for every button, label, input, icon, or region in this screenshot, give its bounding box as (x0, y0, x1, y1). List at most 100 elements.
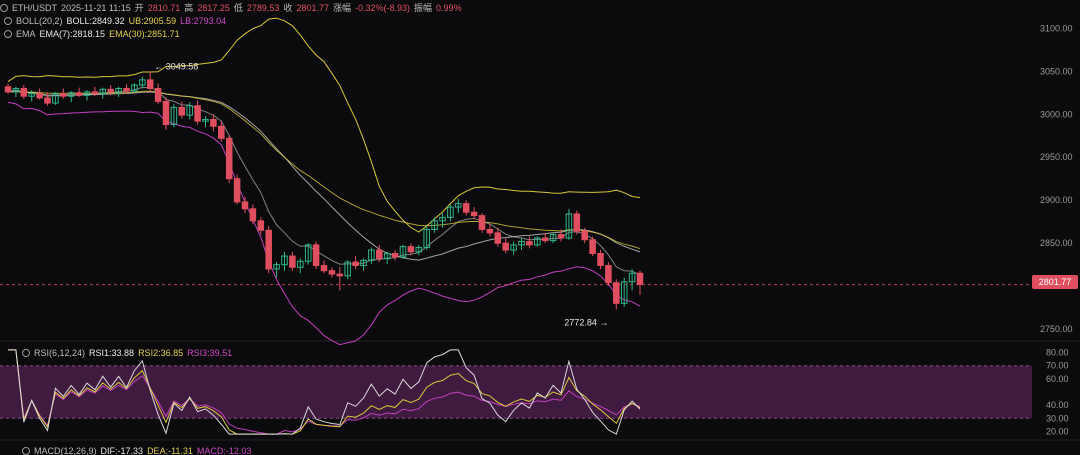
candle-body (573, 213, 581, 232)
y-tick-label: 2750.00 (1040, 324, 1073, 334)
bell-icon[interactable] (4, 17, 12, 25)
candle-body (218, 125, 225, 139)
candle-body (44, 97, 51, 104)
candle-body (320, 265, 328, 272)
candle-body (557, 234, 565, 239)
change-label: 涨幅 (332, 3, 351, 13)
candle-body (289, 255, 296, 268)
candle-body (91, 91, 99, 95)
ema30-line (7, 90, 641, 250)
dea-value: DEA:-11.31 (147, 446, 193, 455)
candle-body (541, 237, 549, 242)
candle-body (415, 246, 423, 253)
rsi-axis-label: 60.00 (1046, 374, 1069, 384)
rsi2-value: RSI2:36.85 (138, 348, 184, 358)
amp-value: 0.99% (436, 3, 462, 13)
macd-value: MACD:-12.03 (196, 446, 252, 455)
y-tick-label: 3050.00 (1040, 66, 1073, 76)
close-label: 收 (283, 3, 293, 13)
candle-body (75, 92, 83, 96)
bell-icon[interactable] (22, 349, 30, 357)
candle-body (4, 86, 12, 93)
candle-body (123, 87, 130, 92)
y-tick-label: 3000.00 (1040, 109, 1073, 119)
rsi-band (0, 365, 1032, 419)
candle-body (613, 282, 620, 304)
candle-body (139, 79, 146, 86)
candle-body (628, 272, 636, 283)
candle-body (597, 252, 604, 267)
candle-body (107, 88, 114, 93)
bell-icon[interactable] (4, 30, 12, 38)
change-value: -0.32%(-8.93) (355, 3, 411, 13)
candle-body (549, 234, 557, 242)
candle-body (399, 246, 407, 258)
close-value: 2801.77 (296, 3, 329, 13)
candle-body (131, 84, 138, 92)
candle-body (281, 255, 288, 266)
rsi-legend[interactable]: RSI(6,12,24) RSI1:33.88 RSI2:36.85 RSI3:… (22, 347, 232, 359)
candle-body (368, 249, 375, 261)
pair-label: ETH/USDT (12, 3, 57, 13)
candle-body (439, 216, 446, 222)
candle-body (36, 93, 43, 99)
candle-body (620, 281, 628, 304)
rsi-axis-label: 20.00 (1046, 426, 1069, 436)
candle-body (83, 91, 91, 96)
boll-mid-line (7, 89, 641, 261)
candle-body (526, 240, 533, 246)
candle-body (178, 106, 186, 116)
candle-body (565, 213, 573, 239)
candle-body (60, 93, 67, 97)
candle-body (431, 220, 438, 230)
max-price-annotation: ← 3049.58 (154, 61, 198, 71)
candle-body (194, 105, 201, 122)
candle-body (470, 211, 478, 217)
ema-legend[interactable]: EMA EMA(7):2818.15 EMA(30):2851.71 (4, 28, 180, 40)
boll-name: BOLL(20,2) (16, 16, 63, 26)
candle-body (518, 240, 525, 246)
bell-icon[interactable] (22, 447, 30, 455)
y-tick-label: 3100.00 (1040, 23, 1073, 33)
boll-value: BOLL:2849.32 (66, 16, 125, 26)
candle-body (407, 246, 415, 253)
candle-body (352, 261, 359, 267)
macd-name: MACD(12,26,9) (34, 446, 97, 455)
candle-body (589, 239, 596, 254)
candle-body (146, 79, 154, 89)
candle-body (210, 118, 217, 127)
low-value: 2789.53 (246, 3, 280, 13)
candle-body (162, 100, 170, 126)
candle-body (502, 242, 509, 251)
rsi3-value: RSI3:39.51 (187, 348, 233, 358)
circle-icon (0, 4, 8, 12)
dif-value: DIF:-17.33 (100, 446, 144, 455)
candle-body (225, 137, 233, 180)
open-label: 开 (134, 3, 144, 13)
boll-legend[interactable]: BOLL(20,2) BOLL:2849.32 UB:2905.59 LB:27… (4, 15, 226, 27)
candle-body (241, 201, 249, 210)
datetime-label: 2025-11-21 11:15 (61, 3, 131, 13)
ema-name: EMA (16, 29, 36, 39)
low-label: 低 (233, 3, 243, 13)
candle-body (312, 244, 320, 267)
y-tick-label: 2950.00 (1040, 152, 1073, 162)
candle-body (257, 220, 265, 231)
candle-body (304, 244, 312, 262)
candle-body (28, 93, 35, 97)
high-label: 高 (184, 3, 194, 13)
candle-body (510, 244, 517, 251)
rsi-axis-label: 40.00 (1046, 400, 1069, 410)
candle-body (52, 93, 59, 104)
candle-body (360, 259, 367, 267)
rsi-axis-label: 30.00 (1046, 413, 1069, 423)
candle-body (376, 249, 383, 260)
macd-legend[interactable]: MACD(12,26,9) DIF:-17.33 DEA:-11.31 MACD… (22, 445, 251, 455)
candle-body (233, 178, 241, 203)
candle-body (12, 87, 20, 93)
candle-body (636, 272, 644, 285)
rsi-axis-label: 70.00 (1046, 361, 1069, 371)
candle-body (478, 215, 486, 230)
candle-body (447, 206, 454, 218)
